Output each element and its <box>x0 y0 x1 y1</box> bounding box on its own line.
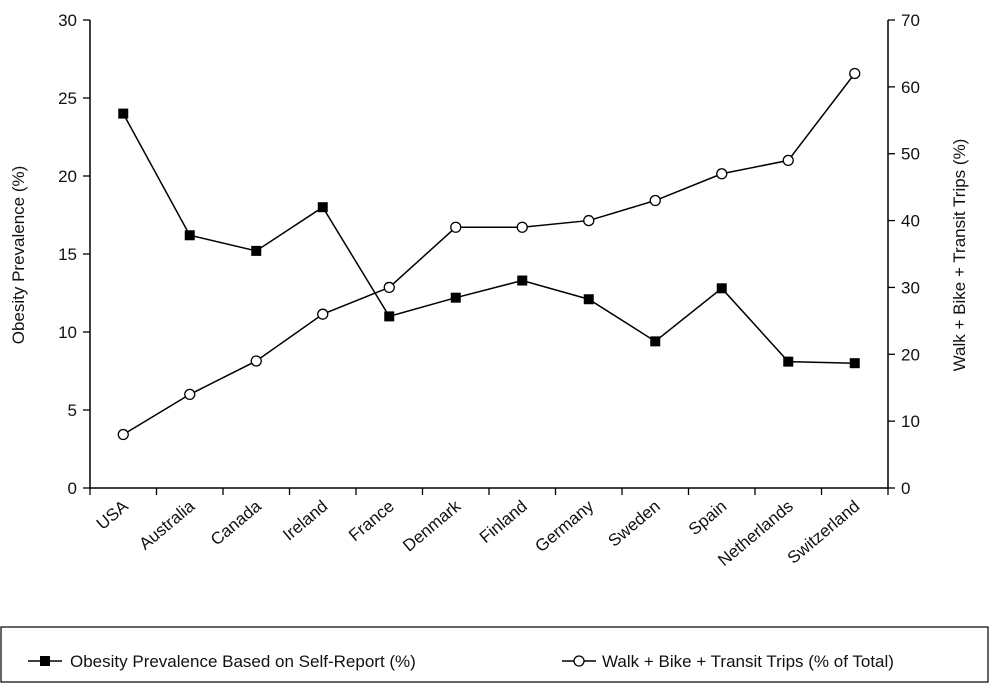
y-tick-label-left: 0 <box>68 479 77 498</box>
y-tick-label-right: 40 <box>901 212 920 231</box>
series-markers <box>117 67 861 441</box>
y-tick-label-right: 70 <box>901 11 920 30</box>
legend-label-obesity: Obesity Prevalence Based on Self-Report … <box>70 652 416 671</box>
category-label: Germany <box>532 496 598 556</box>
category-label: Sweden <box>605 497 664 551</box>
obesity-data-point <box>783 356 794 367</box>
y-tick-label-right: 10 <box>901 412 920 431</box>
obesity-data-point <box>716 283 727 294</box>
legend-label-walk: Walk + Bike + Transit Trips (% of Total) <box>602 652 894 671</box>
category-label: Australia <box>135 496 198 553</box>
legend-box <box>0 626 989 683</box>
y-tick-label-left: 25 <box>58 89 77 108</box>
walk-bike-transit-data-point <box>184 388 196 401</box>
y-tick-label-right: 30 <box>901 278 920 297</box>
category-label: Switzerland <box>784 497 864 568</box>
category-label: Denmark <box>399 496 464 555</box>
legend: Obesity Prevalence Based on Self-Report … <box>0 626 989 683</box>
y-tick-label-right: 0 <box>901 479 910 498</box>
y-tick-label-right: 20 <box>901 345 920 364</box>
walk-bike-transit-data-point <box>383 281 395 294</box>
category-label: USA <box>93 496 132 533</box>
walk-bike-transit-data-point <box>849 67 861 80</box>
walk-bike-transit-data-point <box>317 308 329 320</box>
walk-bike-transit-data-point <box>117 428 129 441</box>
category-label: Ireland <box>279 497 331 545</box>
walk-bike-transit-data-point <box>450 221 462 233</box>
walk-bike-transit-data-point <box>716 168 728 180</box>
series-lines <box>122 73 856 436</box>
obesity-data-point <box>184 230 195 241</box>
obesity-data-point <box>317 202 328 213</box>
walk-bike-transit-data-point <box>782 154 794 167</box>
walk-bike-transit-data-point <box>649 194 661 207</box>
legend-marker-walk <box>573 655 585 667</box>
tick-labels: 0 5 10 15 20 25 30 0 10 20 30 40 50 60 70 <box>58 11 920 498</box>
category-labels: USA Australia Canada Ireland France Denmark Fi… <box>93 496 864 570</box>
y-tick-label-left: 5 <box>68 401 77 420</box>
obesity-data-point <box>583 294 594 305</box>
y-tick-label-left: 30 <box>58 11 77 30</box>
obesity-data-point <box>450 292 461 303</box>
category-label: Finland <box>476 497 531 547</box>
series-line-0 <box>122 113 855 364</box>
category-label: France <box>345 497 398 546</box>
category-label: Canada <box>207 496 265 549</box>
y-tick-label-left: 10 <box>58 323 77 342</box>
series-line-1 <box>122 73 856 436</box>
obesity-data-point <box>849 358 860 369</box>
obesity-data-point <box>650 336 661 347</box>
y-tick-label-right: 60 <box>901 78 920 97</box>
axes <box>83 19 895 495</box>
walk-bike-transit-data-point <box>583 214 595 227</box>
obesity-data-point <box>251 245 262 256</box>
walk-bike-transit-data-point <box>250 355 262 367</box>
obesity-data-point <box>517 275 528 286</box>
walk-bike-transit-data-point <box>516 221 528 233</box>
y-axis-title-right: Walk + Bike + Transit Trips (%) <box>950 139 969 372</box>
legend-marker-obesity <box>40 656 50 666</box>
obesity-data-point <box>118 108 129 119</box>
y-tick-label-right: 50 <box>901 145 920 164</box>
obesity-data-point <box>384 311 395 322</box>
y-tick-label-left: 20 <box>58 167 77 186</box>
y-tick-label-left: 15 <box>58 245 77 264</box>
y-axis-title-left: Obesity Prevalence (%) <box>9 166 28 345</box>
category-label: Spain <box>685 497 731 540</box>
